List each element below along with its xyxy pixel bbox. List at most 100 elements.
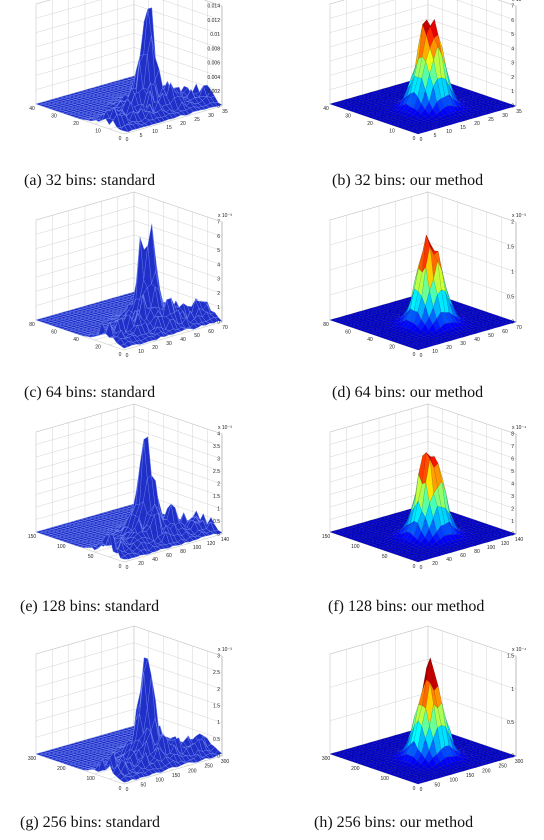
- left-axis-tick-label-b: 0: [413, 136, 416, 142]
- z-tick-label-c: 5: [217, 248, 220, 254]
- right-axis-tick-label-f: 40: [446, 557, 452, 563]
- right-axis-tick-label-e: 20: [138, 561, 144, 567]
- right-axis-tick-label-c: 50: [194, 333, 200, 339]
- right-axis-tick-label-c: 60: [208, 329, 214, 335]
- left-axis-tick-label-e: 50: [88, 554, 94, 560]
- z-tick-label-e: 2: [217, 482, 220, 488]
- right-axis-tick-label-h: 0: [420, 787, 423, 793]
- surface-mesh-e: [35, 436, 223, 560]
- surface-mesh-f: [329, 451, 517, 563]
- left-axis-tick-label-c: 20: [95, 345, 101, 351]
- right-axis-tick-label-c: 40: [180, 337, 186, 343]
- right-axis-tick-label-e: 100: [193, 545, 202, 551]
- z-tick-label-b: 1: [511, 89, 514, 95]
- left-axis-tick-label-b: 10: [389, 129, 395, 135]
- right-axis-tick-label-e: 120: [207, 541, 216, 547]
- z-tick-label-b: 2: [511, 75, 514, 81]
- right-axis-tick-label-d: 20: [446, 345, 452, 351]
- right-axis-tick-label-a: 35: [222, 109, 228, 115]
- z-tick-label-e: 2.5: [213, 469, 220, 475]
- right-axis-tick-label-a: 10: [152, 129, 158, 135]
- left-axis-tick-label-d: 60: [345, 330, 351, 336]
- surface-plot-svg-b: 0 1 2 3 4 5 6 7x 10⁻³ 0 10 20 30 40 0 5 10 15 20 25 30 35: [323, 0, 526, 143]
- caption-g: (g) 256 bins: standard: [20, 814, 160, 831]
- z-tick-label-g: 2: [217, 687, 220, 693]
- left-axis-tick-label-e: 150: [28, 534, 37, 540]
- right-axis-tick-label-c: 30: [166, 341, 172, 347]
- z-tick-label-f: 6: [511, 457, 514, 463]
- surface-mesh-c: [35, 223, 223, 349]
- surface-mesh-d: [329, 234, 517, 351]
- left-axis-tick-label-g: 300: [28, 756, 37, 762]
- z-multiplier-label-e: x 10⁻³: [218, 425, 232, 431]
- z-tick-label-g: 1.5: [213, 704, 220, 710]
- right-axis-tick-label-g: 200: [188, 768, 197, 774]
- z-tick-label-c: 3: [217, 277, 220, 283]
- surface-plot-e: 0 0.5 1 1.5 2 2.5 3 3.5 4 x 10⁻³ 0 50 100 150 0 20 40 60 8…: [6, 403, 246, 584]
- z-tick-label-g: 0.5: [213, 737, 220, 743]
- z-multiplier-label-f: x 10⁻⁴: [512, 425, 526, 431]
- z-tick-label-f: 2: [511, 507, 514, 513]
- right-axis-tick-label-f: 20: [432, 561, 438, 567]
- caption-e: (e) 128 bins: standard: [20, 598, 160, 615]
- z-tick-label-c: 1: [217, 305, 220, 311]
- right-axis-tick-label-d: 60: [502, 329, 508, 335]
- surface-plot-svg-g: 00.511.522.53x 10⁻³010020030005010015020…: [28, 625, 232, 793]
- surface-plot-svg-h: 00.511.5x 10⁻⁴01002003000501001502002503…: [322, 625, 526, 793]
- surface-plot-svg-d: 0 0.5 1 1.5 2x 10⁻³ 0 20 40 60 80 0 10 20 30 40 50 60 70: [323, 191, 526, 359]
- z-tick-label-b: 3: [511, 61, 514, 67]
- right-axis-tick-label-b: 30: [502, 113, 508, 119]
- right-axis-tick-label-a: 15: [166, 125, 172, 131]
- z-tick-label-g: 0: [217, 754, 220, 760]
- surface-plot-d: 0 0.5 1 1.5 2 x 10⁻³ 0 20 40 60 80 0 10 20 30 40 50 60 70: [300, 191, 540, 372]
- right-axis-tick-label-h: 300: [515, 759, 524, 765]
- z-tick-label-h: 0: [511, 754, 514, 760]
- right-axis-tick-label-e: 140: [221, 537, 230, 543]
- left-axis-tick-label-d: 0: [413, 352, 416, 358]
- left-axis-tick-label-h: 300: [322, 756, 331, 762]
- right-axis-tick-label-e: 40: [152, 557, 158, 563]
- z-tick-label-a: 0: [217, 104, 220, 110]
- right-axis-tick-label-f: 140: [515, 537, 524, 543]
- z-tick-label-b: 4: [511, 46, 514, 52]
- z-tick-label-f: 3: [511, 494, 514, 500]
- z-tick-label-d: 2: [511, 220, 514, 226]
- left-axis-tick-label-a: 40: [29, 106, 35, 112]
- left-axis-tick-label-b: 20: [367, 121, 373, 127]
- surface-mesh-a: [35, 7, 223, 133]
- right-axis-tick-label-d: 50: [488, 333, 494, 339]
- z-tick-label-a: 0.008: [207, 46, 220, 52]
- z-tick-label-f: 7: [511, 444, 514, 450]
- surface-plot-svg-a: 0 0.002 0.004 0.006 0.008 0.01 0.012 0.014 0 10 20…: [29, 0, 228, 143]
- z-tick-label-b: 0: [511, 104, 514, 110]
- z-tick-label-e: 0: [217, 532, 220, 538]
- z-tick-label-d: 0: [511, 320, 514, 326]
- z-tick-label-h: 1: [511, 687, 514, 693]
- caption-d: (d) 64 bins: our method: [332, 384, 484, 401]
- right-axis-tick-label-h: 250: [498, 764, 507, 770]
- right-axis-tick-label-f: 120: [501, 541, 510, 547]
- z-tick-label-d: 1.5: [507, 245, 514, 251]
- left-axis-tick-label-g: 100: [86, 776, 95, 782]
- z-multiplier-label-b: x 10⁻³: [512, 0, 526, 3]
- left-axis-tick-label-g: 0: [119, 786, 122, 792]
- right-axis-tick-label-e: 80: [180, 549, 186, 555]
- right-axis-tick-label-d: 40: [474, 337, 480, 343]
- right-axis-tick-label-a: 25: [194, 117, 200, 123]
- z-multiplier-label-d: x 10⁻³: [512, 213, 526, 219]
- right-axis-tick-label-f: 0: [420, 565, 423, 571]
- right-axis-tick-label-b: 5: [434, 133, 437, 139]
- right-axis-tick-label-b: 0: [420, 137, 423, 143]
- z-tick-label-a: 0.002: [207, 89, 220, 95]
- right-axis-tick-label-g: 150: [172, 773, 181, 779]
- surface-plot-svg-e: 0 0.5 1 1.5 2 2.5 3 3.5 4x 10⁻³ 0 50 100 150 0 20 40 60 8…: [28, 403, 232, 571]
- z-tick-label-b: 7: [511, 4, 514, 10]
- z-tick-label-e: 1.5: [213, 494, 220, 500]
- z-tick-label-f: 1: [511, 519, 514, 525]
- z-tick-label-b: 6: [511, 18, 514, 24]
- z-tick-label-a: 0.006: [207, 61, 220, 67]
- z-tick-label-f: 0: [511, 532, 514, 538]
- caption-b: (b) 32 bins: our method: [332, 172, 484, 189]
